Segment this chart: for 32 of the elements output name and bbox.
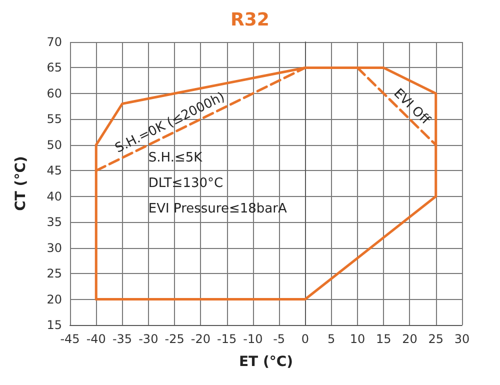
- y-tick-label: 70: [46, 35, 62, 49]
- x-tick-label: -10: [243, 332, 263, 346]
- x-tick-label: 20: [402, 332, 418, 346]
- chart-title: R32: [230, 10, 270, 30]
- y-tick-label: 50: [46, 138, 62, 152]
- y-tick-label: 60: [46, 86, 62, 100]
- y-tick-label: 20: [46, 292, 62, 306]
- x-tick-label: -25: [164, 332, 184, 346]
- y-tick-label: 55: [46, 112, 62, 126]
- y-tick-label: 35: [46, 215, 62, 230]
- y-tick-label: 65: [46, 60, 62, 75]
- x-tick-label: -5: [273, 332, 286, 346]
- x-tick-label: 5: [328, 332, 336, 346]
- y-axis-title: CT (°C): [13, 156, 29, 211]
- x-tick-label: 0: [301, 332, 310, 346]
- y-tick-label: 25: [46, 266, 62, 281]
- y-tick-label: 30: [46, 240, 62, 255]
- x-tick-label: -30: [138, 332, 158, 346]
- x-tick-label: 30: [454, 332, 470, 346]
- x-tick-label: 25: [428, 332, 444, 346]
- x-axis-title: ET (°C): [238, 354, 294, 370]
- x-tick-label: -45: [60, 332, 80, 346]
- y-tick-label: 45: [46, 164, 62, 178]
- y-tick-label: 15: [46, 318, 62, 332]
- x-tick-label: -40: [86, 332, 106, 346]
- x-tick-label: -20: [190, 332, 210, 346]
- annotation: EVI Off: [390, 86, 434, 129]
- y-tick-label: 40: [46, 189, 62, 204]
- x-tick-label: -15: [216, 332, 237, 346]
- x-tick-label: -35: [112, 332, 132, 346]
- x-tick-label: 15: [376, 332, 392, 346]
- x-tick-label: 10: [350, 332, 366, 346]
